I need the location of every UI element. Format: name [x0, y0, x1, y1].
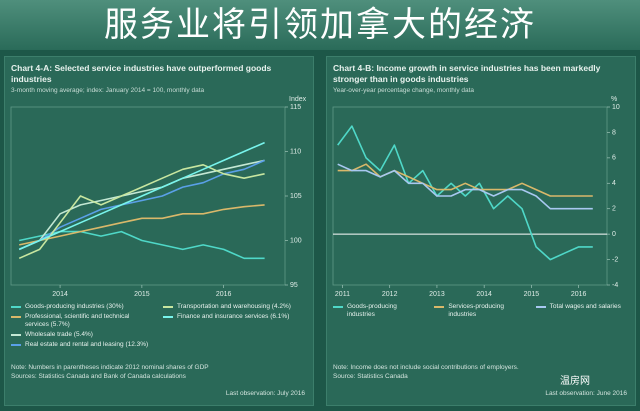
y-tick-label: 95 — [290, 282, 298, 289]
y-tick-label: 6 — [612, 155, 616, 162]
series-line — [19, 230, 265, 260]
y-tick-label: 8 — [612, 129, 616, 136]
legend-item: Services-producing industries — [434, 303, 527, 319]
y-tick-label: 2 — [612, 206, 616, 213]
x-tick-label: 2016 — [216, 291, 232, 298]
series-line — [337, 163, 593, 197]
page-title: 服务业将引领加拿大的经济 — [0, 0, 640, 50]
y-axis-label: % — [611, 96, 617, 103]
legend-label: Professional, scientific and technical s… — [25, 313, 130, 328]
legend-swatch — [163, 306, 173, 308]
legend-swatch — [11, 344, 21, 346]
y-tick-label: -2 — [612, 256, 618, 263]
legend-item: Total wages and salaries — [535, 303, 629, 319]
y-tick-label: 100 — [290, 237, 302, 244]
x-tick-label: 2015 — [524, 291, 540, 298]
chart-subtitle: Year-over-year percentage change, monthl… — [333, 87, 475, 94]
chart-panel: Chart 4-A: Selected service industries h… — [4, 56, 314, 406]
y-tick-label: 105 — [290, 193, 302, 200]
notes: Note: Income does not include social con… — [333, 363, 623, 381]
note: Source: Statistics Canada — [333, 373, 408, 380]
note: Sources: Statistics Canada and Bank of C… — [11, 373, 186, 380]
legend-item: Goods-producing industries — [333, 303, 426, 319]
legend-item: Wholesale trade (5.4%) — [11, 331, 155, 339]
series-line — [337, 163, 593, 210]
x-tick-label: 2011 — [335, 291, 350, 298]
x-tick-label: 2015 — [134, 291, 150, 298]
legend-label: Finance and insurance services (6.1%) — [177, 313, 290, 320]
legend-label: Services-producing industries — [448, 303, 504, 318]
legend-swatch — [333, 306, 343, 308]
series-line — [19, 204, 265, 246]
legend-label: Real estate and rental and leasing (12.3… — [25, 341, 149, 348]
x-tick-label: 2014 — [52, 291, 68, 298]
legend-swatch — [535, 306, 546, 308]
y-tick-label: 4 — [612, 180, 616, 187]
chart-title: Chart 4-B: Income growth in service indu… — [333, 63, 601, 84]
legend-item: Professional, scientific and technical s… — [11, 313, 155, 329]
last-observation: Last observation: July 2016 — [225, 390, 305, 397]
watermark: 温房网 — [560, 376, 590, 387]
legend-label: Total wages and salaries — [549, 303, 621, 310]
chart-subtitle: 3-month moving average; index: January 2… — [11, 87, 205, 94]
series-line — [18, 159, 265, 251]
series-line — [337, 125, 593, 261]
x-tick-label: 2012 — [382, 291, 398, 298]
series-line — [18, 141, 265, 251]
legend-item: Finance and insurance services (6.1%) — [163, 313, 307, 329]
legend-swatch — [163, 316, 173, 318]
plot: % -4 -2 0 2 4 6 8 10 2011 2012 2013 2014 2015 2016 — [332, 96, 620, 298]
notes: Note: Numbers in parentheses indicate 20… — [11, 363, 211, 381]
series-line — [18, 164, 265, 260]
plot-area — [332, 106, 608, 286]
y-tick-label: 0 — [612, 231, 616, 238]
plot: Index 95 100 105 110 115 2014 2015 2016 — [10, 96, 307, 298]
legend-swatch — [11, 306, 21, 308]
legend-label: Transportation and warehousing (4.2%) — [177, 303, 291, 310]
legend-swatch — [11, 334, 21, 336]
note: Note: Numbers in parentheses indicate 20… — [11, 364, 209, 371]
y-tick-label: -4 — [612, 282, 618, 289]
legend-swatch — [434, 306, 445, 308]
legend-label: Wholesale trade (5.4%) — [25, 331, 93, 338]
note: Note: Income does not include social con… — [333, 364, 519, 371]
chart-title: Chart 4-A: Selected service industries h… — [11, 63, 272, 84]
x-tick-label: 2013 — [429, 291, 445, 298]
legend: Goods-producing industries Services-produ… — [333, 303, 629, 319]
x-tick-label: 2014 — [476, 291, 492, 298]
legend-item: Real estate and rental and leasing (12.3… — [11, 341, 155, 349]
legend-item: Transportation and warehousing (4.2%) — [163, 303, 307, 311]
legend-label: Goods-producing industries (30%) — [25, 303, 124, 310]
y-tick-label: 110 — [290, 148, 301, 155]
chart-panel: Chart 4-B: Income growth in service indu… — [326, 56, 636, 406]
series-line — [18, 159, 265, 251]
y-axis-label: Index — [289, 96, 307, 103]
legend-item: Goods-producing industries (30%) — [11, 303, 155, 311]
legend: Goods-producing industries (30%) Professi… — [11, 303, 307, 349]
legend-swatch — [11, 316, 21, 318]
legend-label: Goods-producing industries — [347, 303, 397, 318]
y-tick-label: 10 — [612, 104, 620, 111]
x-tick-label: 2016 — [571, 291, 587, 298]
y-tick-label: 115 — [290, 104, 301, 111]
last-observation: Last observation: June 2016 — [545, 390, 627, 397]
